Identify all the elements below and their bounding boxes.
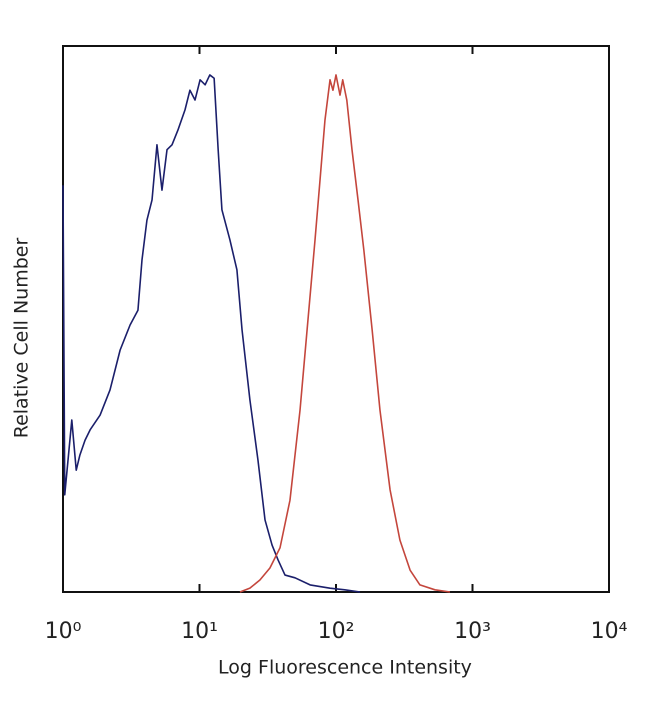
plot-frame [62, 45, 610, 593]
series-line [62, 74, 361, 593]
x-tick-label: 10⁰ [45, 619, 82, 644]
x-tick-label: 10¹ [181, 619, 218, 644]
x-tick-label: 10² [318, 619, 355, 644]
series-line [239, 74, 451, 593]
x-tick-label: 10³ [454, 619, 491, 644]
x-tick-label: 10⁴ [591, 619, 628, 644]
y-axis-label: Relative Cell Number [11, 238, 33, 439]
x-axis-label: Log Fluorescence Intensity [218, 657, 472, 679]
